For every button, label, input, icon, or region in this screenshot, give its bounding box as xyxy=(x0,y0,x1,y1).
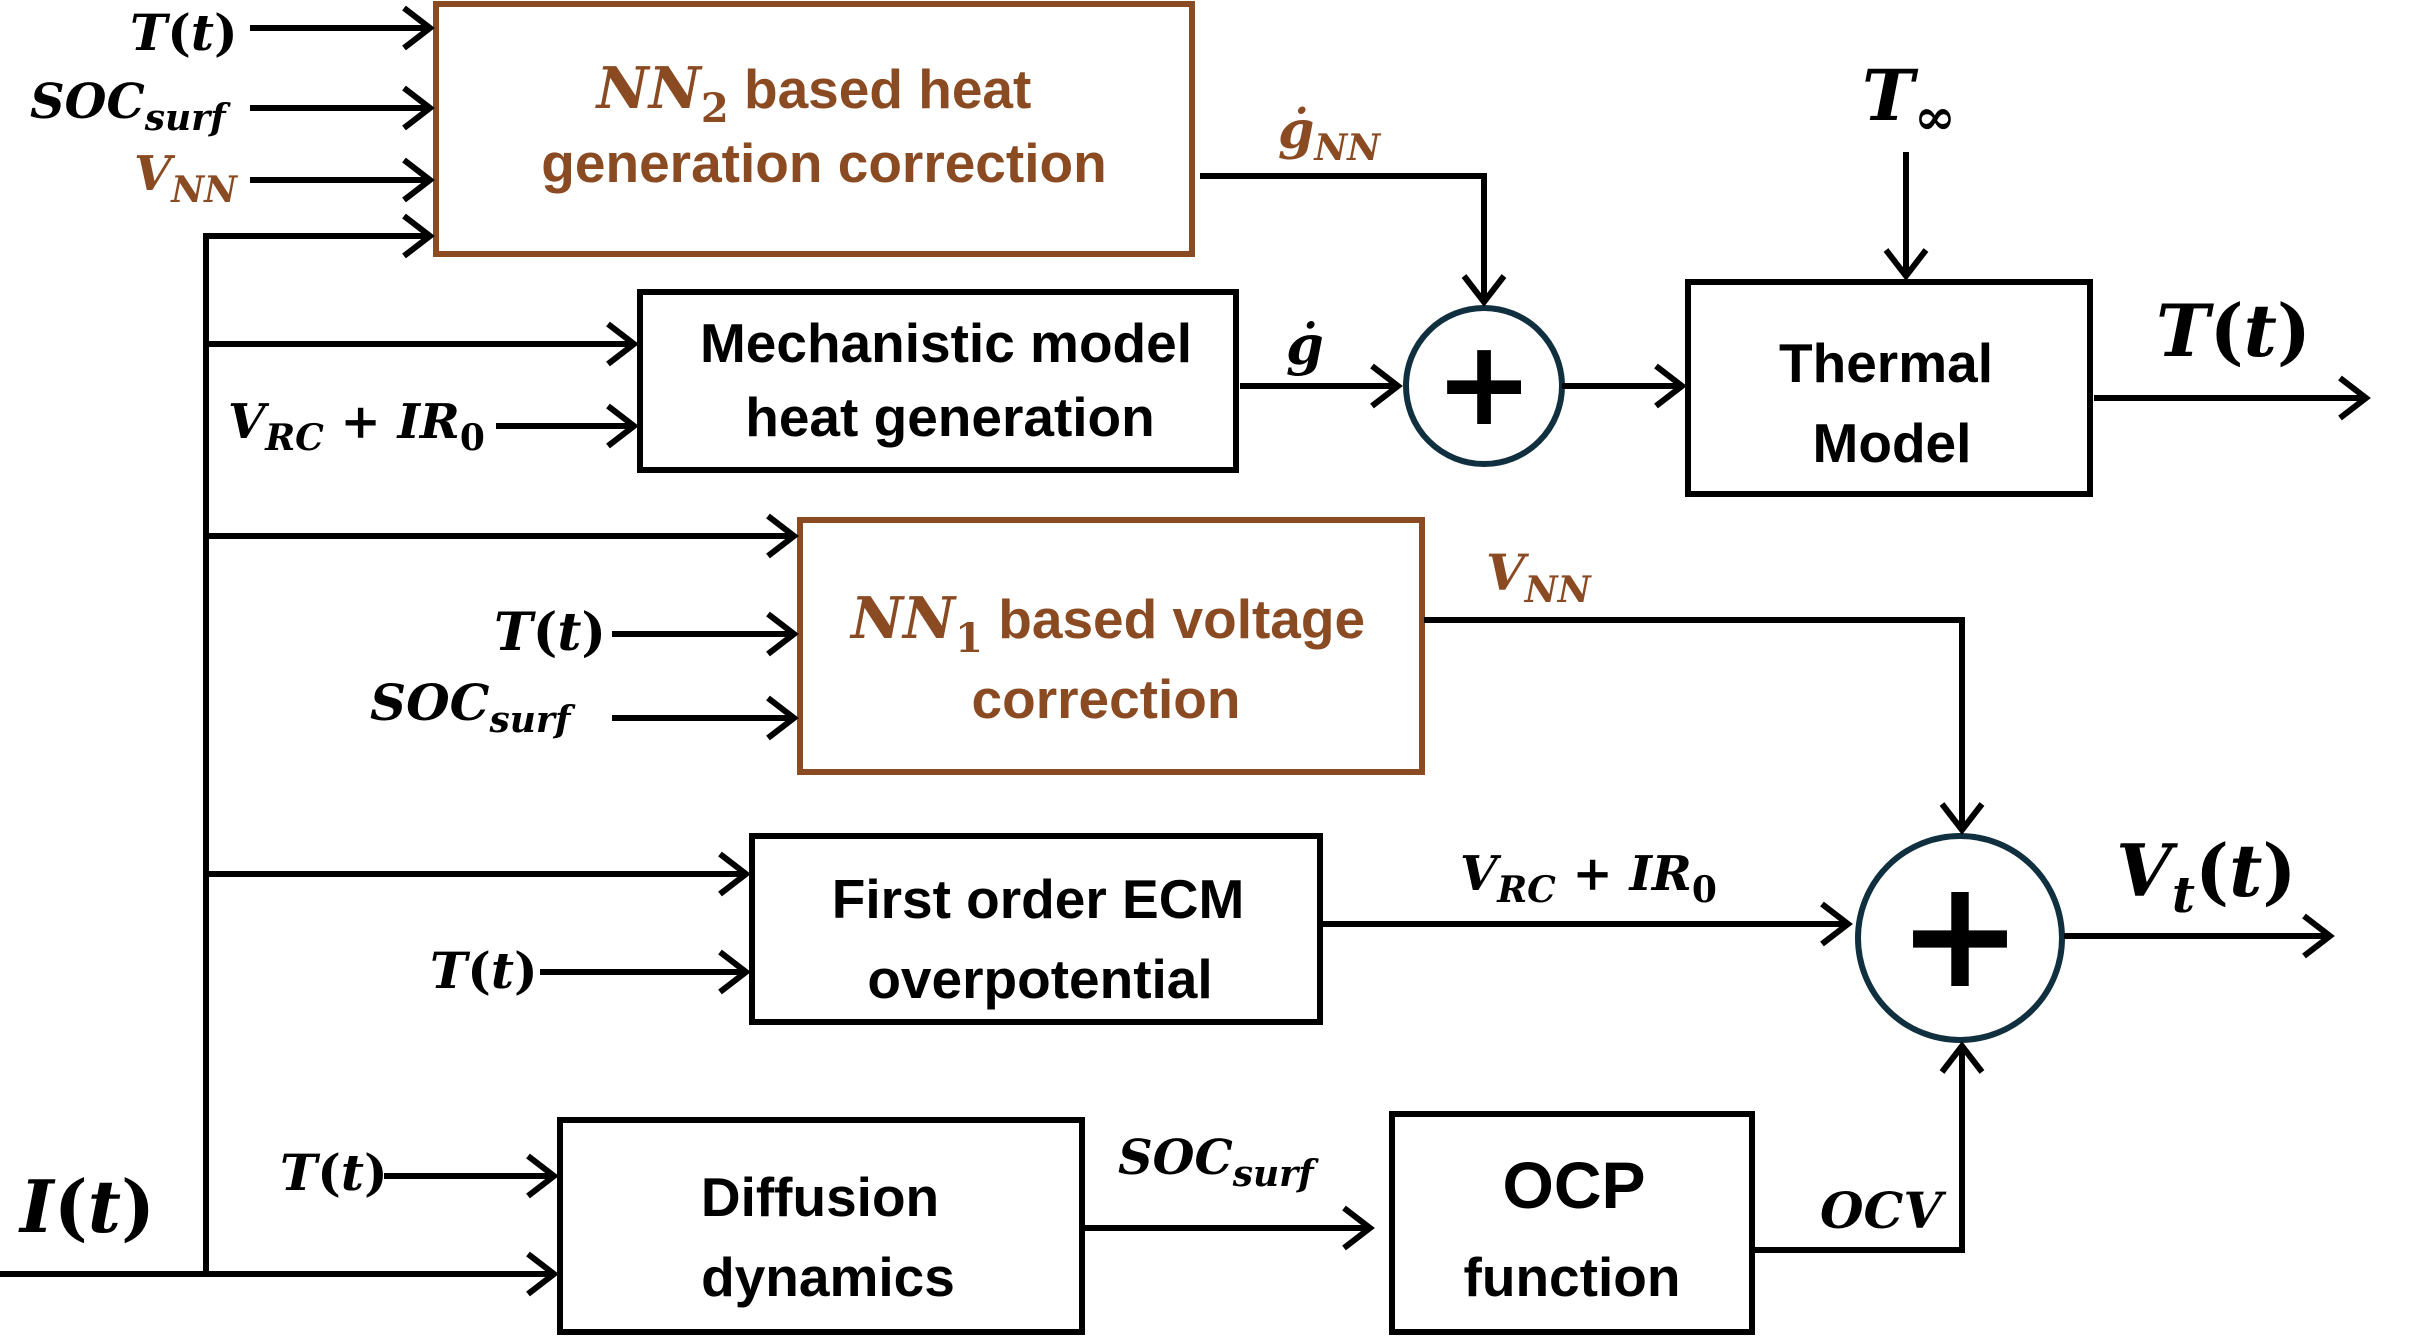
current-bus-wire xyxy=(0,233,430,1277)
voltage-sum-plus-symbol: + xyxy=(1897,848,2023,1022)
arrowhead xyxy=(606,403,639,449)
label-gdot-nn: ġNN xyxy=(1278,100,1382,169)
arrowhead xyxy=(766,695,799,741)
thermal-block-label-line2: Model xyxy=(1813,412,1972,474)
nn2-block-label-line2: generation correction xyxy=(541,132,1106,194)
label-T-of-t-ecm: T(t) xyxy=(430,941,538,1000)
voltage-summing-junction xyxy=(1855,833,2065,1043)
label-T-of-t-nn2: T(t) xyxy=(130,3,238,62)
label-T-of-t-diffusion: T(t) xyxy=(280,1143,388,1202)
arrowhead xyxy=(1939,802,1985,835)
label-vnn-nn2: VNN xyxy=(134,146,239,211)
label-vrc-plus-ir0-mech: VRC + IR0 xyxy=(228,394,485,459)
arrowhead xyxy=(1461,274,1507,307)
connection-wires xyxy=(0,25,2366,1277)
nn1-block-label-line1: NN1 based voltage xyxy=(849,585,1365,662)
arrowhead xyxy=(1820,901,1853,947)
label-gdot: ġ xyxy=(1286,313,1324,377)
ecm-block-label-line1: First order ECM xyxy=(832,868,1245,930)
nn1-block-label-line2: correction xyxy=(972,668,1241,730)
arrowhead xyxy=(402,85,435,131)
label-vrc-plus-ir0-ecm: VRC + IR0 xyxy=(1460,846,1717,911)
ocp-block-label-line1: OCP xyxy=(1502,1148,1645,1222)
mech-block-label-line2: heat generation xyxy=(745,386,1155,448)
arrowhead xyxy=(606,321,639,367)
label-T-of-t-output: T(t) xyxy=(2156,288,2311,373)
label-soc-surf-diffusion: SOCsurf xyxy=(1118,1130,1319,1195)
arrowhead xyxy=(1370,363,1403,409)
label-vnn-output: VNN xyxy=(1486,543,1593,611)
diffusion-block-label-line2: dynamics xyxy=(701,1246,955,1308)
ocp-block-label-line2: function xyxy=(1464,1246,1681,1308)
arrowhead xyxy=(402,5,435,51)
nn2-heat-correction-block xyxy=(433,1,1195,257)
arrowhead xyxy=(1342,1205,1375,1251)
arrowhead xyxy=(1654,363,1687,409)
arrowhead xyxy=(718,851,751,897)
heat-sum-plus-symbol: + xyxy=(1435,314,1534,452)
ecm-block-label-line2: overpotential xyxy=(867,948,1212,1010)
label-vt-output: Vt(t) xyxy=(2116,828,2296,924)
label-soc-surf-nn2: SOCsurf xyxy=(30,74,231,139)
arrowheads xyxy=(402,5,2371,1297)
arrowhead xyxy=(402,213,435,259)
arrowhead xyxy=(718,949,751,995)
ocp-function-block xyxy=(1389,1111,1755,1335)
arrowhead xyxy=(766,513,799,559)
diffusion-block-label-line1: Diffusion xyxy=(701,1166,939,1228)
wire-gnn-to-sum xyxy=(1200,173,1487,302)
mechanistic-heat-generation-block xyxy=(637,289,1239,473)
nn1-voltage-correction-block xyxy=(797,517,1425,775)
label-ocv: OCV xyxy=(1820,1181,1947,1240)
arrowhead xyxy=(2302,913,2335,959)
thermal-model-block xyxy=(1685,279,2093,497)
first-order-ecm-block xyxy=(749,833,1323,1025)
arrowhead xyxy=(2338,375,2371,421)
arrowhead xyxy=(1883,248,1929,281)
wire-vnn-to-vsum xyxy=(1424,617,1965,830)
nn2-block-label-line1: NN2 based heat xyxy=(595,55,1032,132)
arrowhead xyxy=(402,157,435,203)
arrowhead xyxy=(766,611,799,657)
wire-ocv-to-vsum xyxy=(1754,1046,1965,1253)
label-current-input: I(t) xyxy=(18,1164,155,1249)
thermal-block-label-line1: Thermal xyxy=(1779,332,1993,394)
diffusion-dynamics-block xyxy=(557,1117,1085,1335)
mech-block-label-line1: Mechanistic model xyxy=(700,312,1192,374)
arrowhead xyxy=(1939,1041,1985,1074)
label-T-of-t-nn1: T(t) xyxy=(494,602,606,663)
arrowhead xyxy=(526,1251,559,1297)
label-t-infinity: T∞ xyxy=(1862,54,1956,146)
label-soc-surf-nn1: SOCsurf xyxy=(370,673,576,741)
arrowhead xyxy=(526,1153,559,1199)
